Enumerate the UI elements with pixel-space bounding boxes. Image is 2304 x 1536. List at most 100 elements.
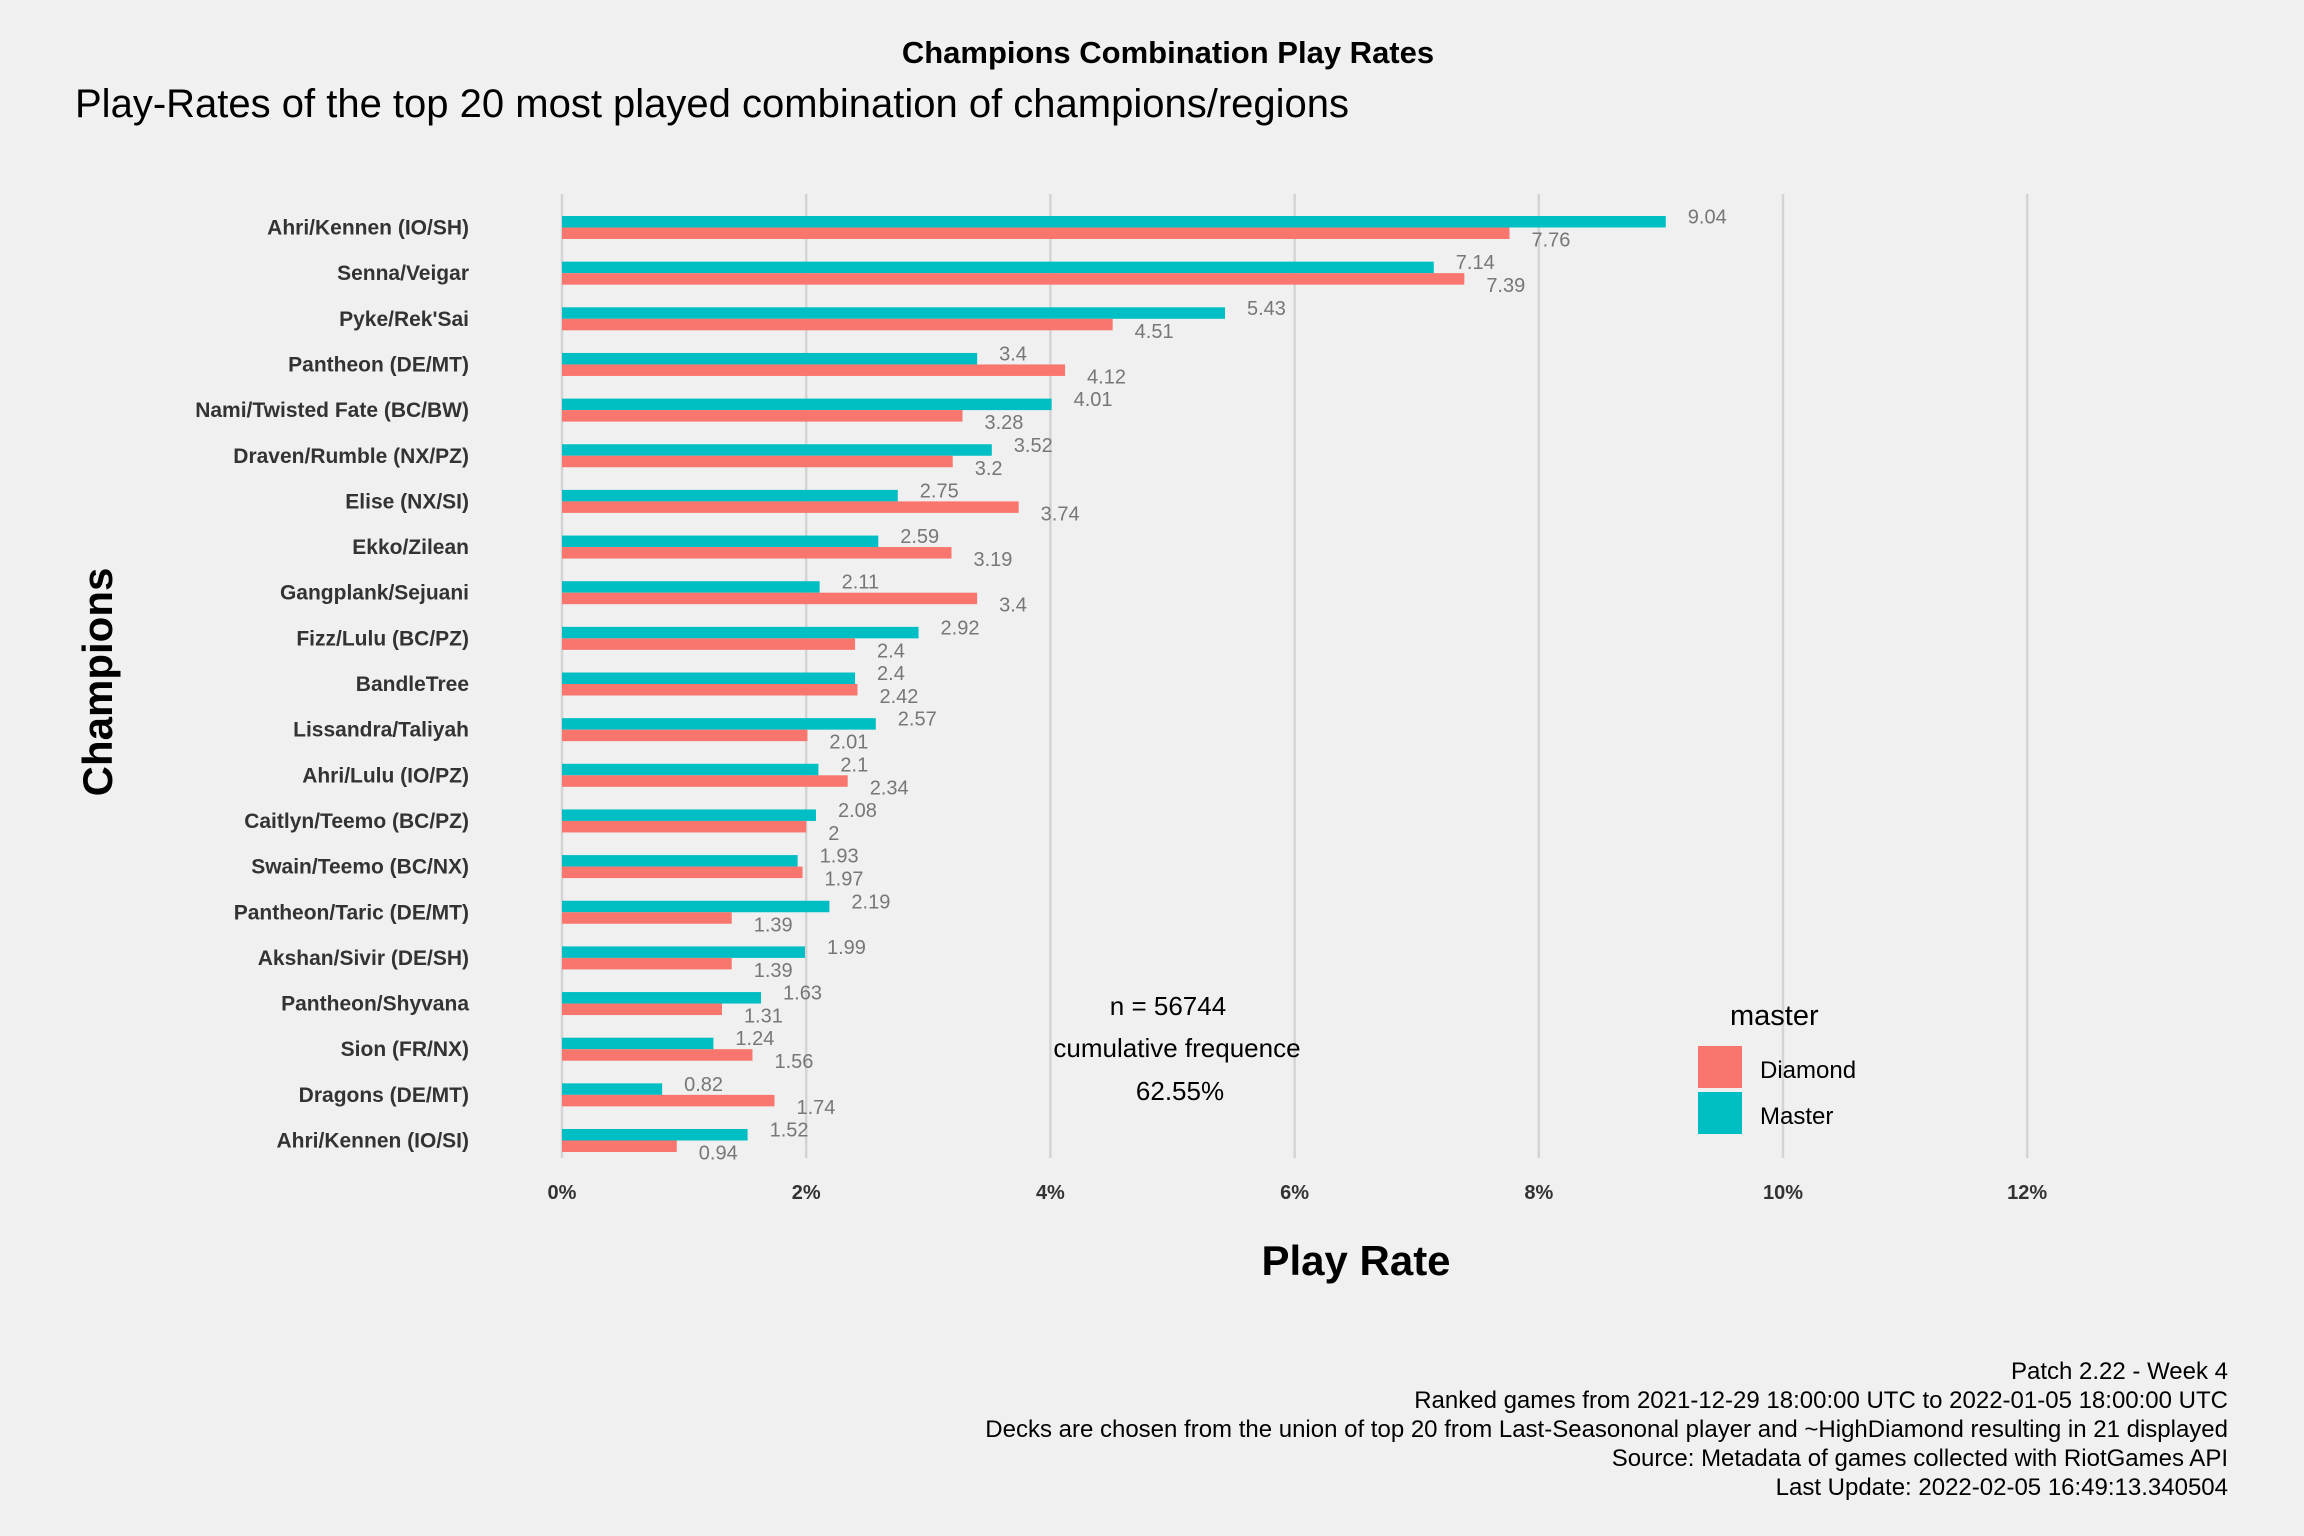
y-tick-label: Dragons (DE/MT) xyxy=(299,1084,469,1107)
bar-master xyxy=(562,718,876,730)
annotation-percent: 62.55% xyxy=(1136,1076,1224,1106)
data-label-diamond: 1.31 xyxy=(744,1006,783,1028)
x-tick-label: 6% xyxy=(1280,1182,1309,1204)
data-label-diamond: 1.39 xyxy=(754,914,793,936)
y-tick-label: Pantheon/Shyvana xyxy=(281,993,469,1016)
data-label-master: 1.93 xyxy=(820,846,859,868)
annotation-label: cumulative frequence xyxy=(1053,1033,1300,1063)
legend: master Diamond Master xyxy=(1698,1000,1856,1134)
bar-diamond xyxy=(562,547,952,559)
bar-master xyxy=(562,307,1226,319)
bar-master xyxy=(562,261,1434,274)
y-tick-label: Caitlyn/Teemo (BC/PZ) xyxy=(244,810,469,833)
data-label-diamond: 7.76 xyxy=(1531,230,1570,252)
y-axis-title: Champions xyxy=(74,568,121,797)
y-tick-label: Pyke/Rek'Sai xyxy=(339,308,469,331)
data-label-master: 0.82 xyxy=(684,1074,723,1096)
bar-master xyxy=(562,1129,748,1141)
bar-diamond xyxy=(562,638,856,650)
bar-diamond xyxy=(562,820,807,833)
data-label-master: 2.08 xyxy=(838,800,877,822)
data-label-diamond: 1.39 xyxy=(754,960,793,982)
caption-line-date-range: Ranked games from 2021-12-29 18:00:00 UT… xyxy=(1414,1387,2228,1414)
bar-master xyxy=(562,444,992,456)
x-tick-label: 12% xyxy=(2007,1182,2047,1204)
data-label-master: 3.52 xyxy=(1014,435,1053,457)
data-label-diamond: 0.94 xyxy=(699,1143,738,1165)
data-label-master: 3.4 xyxy=(999,343,1027,365)
y-tick-label: Draven/Rumble (NX/PZ) xyxy=(233,445,469,468)
data-label-diamond: 2.34 xyxy=(870,777,909,799)
x-tick-label: 2% xyxy=(792,1182,821,1204)
bar-master xyxy=(562,809,816,821)
bar-diamond xyxy=(562,364,1066,376)
data-label-diamond: 2.42 xyxy=(879,686,918,708)
legend-label-diamond: Diamond xyxy=(1760,1057,1856,1084)
x-tick-label: 4% xyxy=(1036,1182,1065,1204)
legend-swatch-diamond xyxy=(1698,1046,1742,1088)
y-tick-label: Akshan/Sivir (DE/SH) xyxy=(258,947,469,970)
bar-master xyxy=(562,581,820,593)
data-label-diamond: 1.74 xyxy=(796,1097,835,1119)
data-label-master: 2.19 xyxy=(851,891,890,913)
data-label-diamond: 4.12 xyxy=(1087,366,1126,388)
bar-diamond xyxy=(562,227,1510,239)
data-label-master: 1.99 xyxy=(827,937,866,959)
legend-swatch-master xyxy=(1698,1092,1742,1134)
x-tick-label: 10% xyxy=(1763,1182,1803,1204)
bar-master xyxy=(562,900,830,913)
data-label-master: 1.63 xyxy=(783,983,822,1005)
bar-diamond xyxy=(562,318,1113,331)
bar-diamond xyxy=(562,1094,775,1107)
data-label-diamond: 4.51 xyxy=(1135,321,1174,343)
data-label-diamond: 2.01 xyxy=(829,732,868,754)
data-label-master: 2.75 xyxy=(920,480,959,502)
data-label-master: 2.4 xyxy=(877,663,905,685)
legend-title: master xyxy=(1730,1000,1819,1032)
bar-diamond xyxy=(562,1003,722,1016)
bar-diamond xyxy=(562,455,953,468)
bar-diamond xyxy=(562,592,978,605)
bar-diamond xyxy=(562,775,848,787)
caption-line-deck-note: Decks are chosen from the union of top 2… xyxy=(985,1416,2228,1443)
data-label-diamond: 3.4 xyxy=(999,595,1027,617)
bar-diamond xyxy=(562,1140,677,1152)
bar-diamond xyxy=(562,866,803,879)
bar-master xyxy=(562,626,919,639)
y-axis-labels: Ahri/Kennen (IO/SH) Senna/Veigar Pyke/Rek'… xyxy=(195,217,469,1153)
bar-master xyxy=(562,1037,714,1050)
y-tick-label: Ahri/Kennen (IO/SH) xyxy=(267,217,469,240)
data-label-master: 2.11 xyxy=(842,572,879,594)
annotation-count: n = 56744 xyxy=(1110,991,1226,1021)
bar-diamond xyxy=(562,684,858,696)
y-tick-label: Pantheon/Taric (DE/MT) xyxy=(234,901,469,924)
caption: Patch 2.22 - Week 4 Ranked games from 20… xyxy=(985,1357,2228,1502)
data-label-diamond: 1.97 xyxy=(825,869,864,891)
data-label-master: 4.01 xyxy=(1074,389,1113,411)
chart-title: Champions Combination Play Rates xyxy=(902,35,1434,70)
y-tick-label: Nami/Twisted Fate (BC/BW) xyxy=(195,399,469,422)
data-label-diamond: 3.19 xyxy=(973,549,1012,571)
x-axis-ticks: 0% 2% 4% 6% 8% 10% 12% xyxy=(548,1182,2048,1204)
y-tick-label: Ekko/Zilean xyxy=(352,536,469,559)
legend-label-master: Master xyxy=(1760,1103,1833,1130)
data-label-diamond: 2.4 xyxy=(877,640,905,662)
y-tick-label: Senna/Veigar xyxy=(337,262,469,285)
data-label-master: 1.24 xyxy=(735,1028,774,1050)
bar-master xyxy=(562,855,798,867)
x-tick-label: 8% xyxy=(1524,1182,1553,1204)
bar-master xyxy=(562,946,805,958)
y-tick-label: Fizz/Lulu (BC/PZ) xyxy=(296,627,469,650)
y-tick-label: Swain/Teemo (BC/NX) xyxy=(251,856,469,879)
y-tick-label: Elise (NX/SI) xyxy=(345,490,469,513)
bar-diamond xyxy=(562,912,732,924)
bar-master xyxy=(562,992,762,1004)
data-label-master: 2.57 xyxy=(898,709,937,731)
data-label-diamond: 2 xyxy=(828,823,839,845)
bar-diamond xyxy=(562,1049,753,1061)
bars: 9.047.767.147.395.434.513.44.124.013.283… xyxy=(562,207,1727,1165)
x-axis-title: Play Rate xyxy=(1261,1237,1450,1284)
data-label-master: 2.1 xyxy=(840,754,868,776)
caption-line-last-update: Last Update: 2022-02-05 16:49:13.340504 xyxy=(1775,1474,2228,1501)
